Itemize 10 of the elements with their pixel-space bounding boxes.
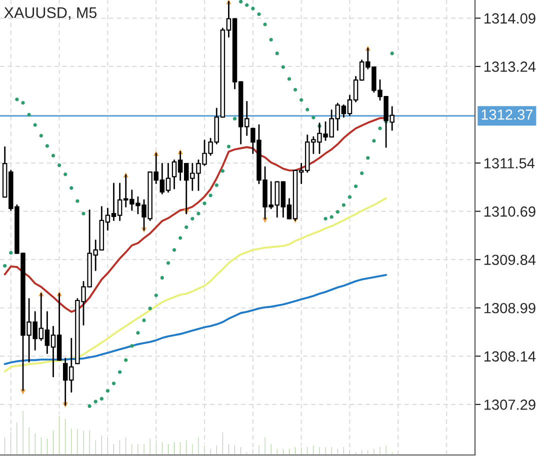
y-tick-label: 1310.69 (484, 206, 536, 217)
y-tick-label: 1309.84 (484, 254, 536, 266)
ref-line-label: 1312.37 (482, 109, 533, 120)
y-tick-label: 1314.09 (484, 13, 536, 24)
y-tick-label: 1311.54 (484, 158, 535, 168)
y-tick-label: 1313.24 (484, 62, 536, 72)
chart-title: XAUUSD, M5 (4, 7, 97, 20)
y-tick-label: 1308.99 (484, 302, 536, 314)
y-tick-label: 1307.29 (484, 400, 536, 410)
y-tick-label: 1308.14 (484, 351, 536, 362)
